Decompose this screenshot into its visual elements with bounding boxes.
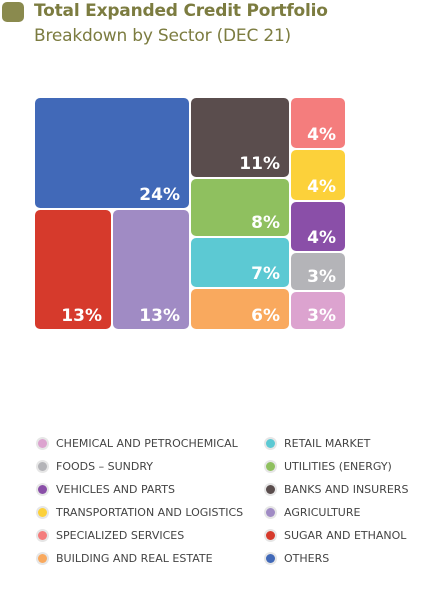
tile-retail-market: 7% <box>191 238 289 287</box>
tile-sugar-and-ethanol: 13% <box>35 210 111 329</box>
chart-subtitle: Breakdown by Sector (DEC 21) <box>34 26 291 46</box>
tile-label-banks-and-insurers: 11% <box>239 154 280 174</box>
tile-rect-building-and-real-estate <box>191 289 289 329</box>
tile-label-sugar-and-ethanol: 13% <box>61 306 102 326</box>
title-marker <box>2 2 24 22</box>
tile-label-vehicles-and-parts: 4% <box>307 228 336 248</box>
chart-title: Total Expanded Credit Portfolio <box>34 1 328 21</box>
tile-chemical-and-petrochemical: 3% <box>291 292 345 329</box>
tile-transportation-and-logistics: 4% <box>291 150 345 200</box>
tile-rect-others <box>35 98 189 208</box>
tile-rect-retail-market <box>191 238 289 287</box>
tile-rect-banks-and-insurers <box>191 98 289 177</box>
tile-rect-transportation-and-logistics <box>291 150 345 200</box>
tile-rect-chemical-and-petrochemical <box>291 292 345 329</box>
tile-label-agriculture: 13% <box>139 306 180 326</box>
tile-utilities-energy: 8% <box>191 179 289 236</box>
tile-label-utilities-energy: 8% <box>251 213 280 233</box>
tile-foods-sundry: 3% <box>291 253 345 290</box>
tile-rect-specialized-services <box>291 98 345 148</box>
tile-building-and-real-estate: 6% <box>191 289 289 329</box>
tile-banks-and-insurers: 11% <box>191 98 289 177</box>
tile-label-specialized-services: 4% <box>307 125 336 145</box>
tile-label-chemical-and-petrochemical: 3% <box>307 306 336 326</box>
tile-agriculture: 13% <box>113 210 189 329</box>
tile-rect-sugar-and-ethanol <box>35 210 111 329</box>
tile-rect-vehicles-and-parts <box>291 202 345 251</box>
tile-label-transportation-and-logistics: 4% <box>307 177 336 197</box>
tile-label-building-and-real-estate: 6% <box>251 306 280 326</box>
tile-others: 24% <box>35 98 189 208</box>
tile-rect-agriculture <box>113 210 189 329</box>
tile-specialized-services: 4% <box>291 98 345 148</box>
tile-rect-foods-sundry <box>291 253 345 290</box>
tile-vehicles-and-parts: 4% <box>291 202 345 251</box>
tile-label-retail-market: 7% <box>251 264 280 284</box>
tile-label-others: 24% <box>139 185 180 205</box>
tile-label-foods-sundry: 3% <box>307 267 336 287</box>
tile-rect-utilities-energy <box>191 179 289 236</box>
